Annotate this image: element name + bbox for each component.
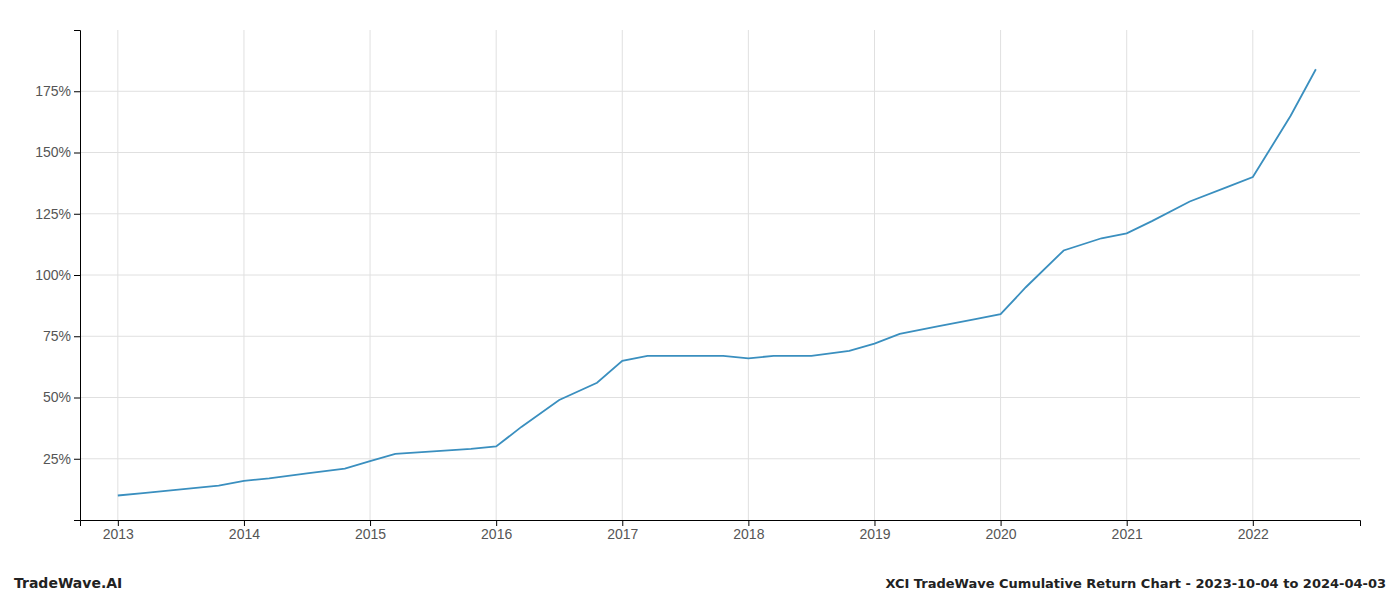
y-tick-mark (74, 398, 80, 399)
y-tick-label: 50% (43, 389, 71, 405)
y-tick-label: 175% (35, 83, 71, 99)
y-grid-line (80, 152, 1360, 153)
x-tick: 2020 (986, 520, 1017, 542)
x-tick-label: 2015 (355, 526, 386, 542)
x-tick-label: 2013 (103, 526, 134, 542)
x-tick-label: 2018 (733, 526, 764, 542)
y-tick: 175% (35, 83, 80, 99)
data-line (118, 69, 1316, 495)
x-tick: 2022 (1238, 520, 1269, 542)
y-tick: 150% (35, 144, 80, 160)
x-tick-label: 2017 (607, 526, 638, 542)
plot-area: 2013 2014 2015 2016 2017 2018 2019 2020 2021 2022… (35, 30, 1360, 542)
title: XCI TradeWave Cumulative Return Chart - … (885, 576, 1386, 591)
y-axis: 25% 50% 75% 100% 125% 150% 175% (35, 31, 80, 521)
x-tick-label: 2020 (986, 526, 1017, 542)
x-tick: 2015 (355, 520, 386, 542)
y-tick-label: 25% (43, 451, 71, 467)
y-tick-mark (74, 275, 80, 276)
y-tick: 25% (43, 451, 80, 467)
x-tick-label: 2014 (229, 526, 260, 542)
x-tick: 2017 (607, 520, 638, 542)
y-grid-line (80, 458, 1360, 459)
watermark: TradeWave.AI (14, 575, 122, 591)
y-grid-line (80, 397, 1360, 398)
grid (80, 30, 1360, 520)
marks (118, 69, 1316, 495)
x-axis: 2013 2014 2015 2016 2017 2018 2019 2020 2021 2022 (81, 520, 1361, 542)
x-tick-label: 2016 (481, 526, 512, 542)
x-tick: 2021 (1112, 520, 1143, 542)
y-tick-mark (74, 459, 80, 460)
y-tick-label: 150% (35, 144, 71, 160)
x-tick-label: 2021 (1112, 526, 1143, 542)
y-tick: 100% (35, 267, 80, 283)
x-tick: 2016 (481, 520, 512, 542)
x-tick: 2014 (229, 520, 260, 542)
x-tick: 2018 (733, 520, 764, 542)
y-tick-mark (74, 153, 80, 154)
x-tick-label: 2019 (859, 526, 890, 542)
y-tick-mark (74, 91, 80, 92)
y-tick-mark (74, 214, 80, 215)
y-axis-line (74, 31, 81, 521)
x-tick-label: 2022 (1238, 526, 1269, 542)
x-tick: 2019 (859, 520, 890, 542)
y-grid-line (80, 275, 1360, 276)
y-tick-label: 125% (35, 206, 71, 222)
y-grid-line (80, 91, 1360, 92)
x-axis-line (81, 521, 1361, 527)
y-grid-line (80, 336, 1360, 337)
y-tick: 50% (43, 389, 80, 405)
y-tick: 75% (43, 328, 80, 344)
y-tick-mark (74, 336, 80, 337)
y-tick: 125% (35, 206, 80, 222)
chart: 2013 2014 2015 2016 2017 2018 2019 2020 2021 2022… (0, 0, 1400, 600)
x-tick: 2013 (103, 520, 134, 542)
y-tick-label: 75% (43, 328, 71, 344)
y-tick-label: 100% (35, 267, 71, 283)
